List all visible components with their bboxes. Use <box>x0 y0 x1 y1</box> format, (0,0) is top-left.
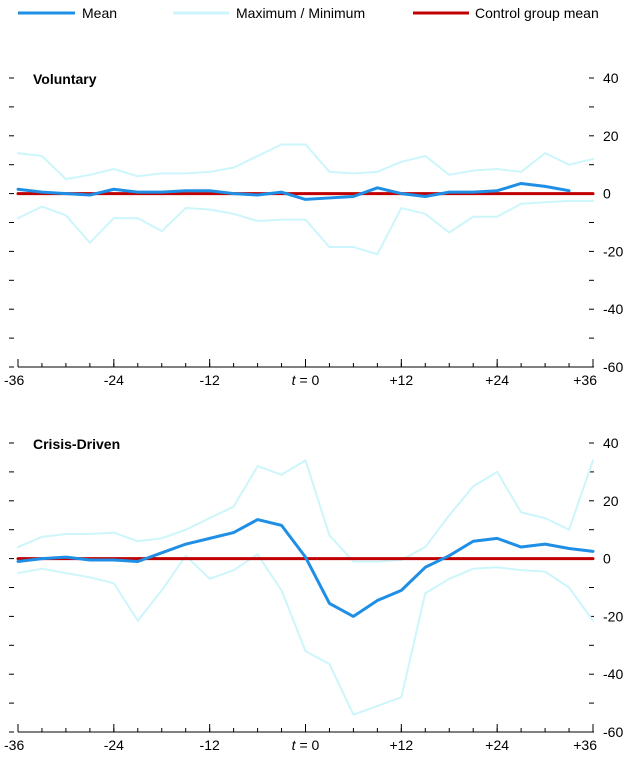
legend: Mean Maximum / Minimum Control group mean <box>18 5 599 21</box>
series-line-mean <box>16 181 571 201</box>
series-line-maximum <box>17 143 594 181</box>
panel-voluntary: Voluntary 40 20 0 -20 -40 -60 -36 -24 -12 t = 0 +12… <box>4 70 623 388</box>
y-tick-label: -60 <box>603 359 623 375</box>
x-tick-label: t = 0 <box>292 372 320 388</box>
x-tick-label: -12 <box>200 372 220 388</box>
y-tick-label: 40 <box>603 70 619 86</box>
series-line-minimum <box>17 199 594 256</box>
legend-label: Maximum / Minimum <box>236 5 365 21</box>
y-tick-label: -40 <box>603 301 623 317</box>
series-line-minimum <box>17 553 594 716</box>
series-line-mean <box>16 518 595 618</box>
x-tick-label: -36 <box>4 372 24 388</box>
x-tick-label: -12 <box>200 737 220 753</box>
legend-item-control-group-mean: Control group mean <box>413 5 599 21</box>
panel-crisis-driven: Crisis-Driven 40 20 0 -20 -40 -60 -36 -24 -12 t = … <box>4 435 623 753</box>
x-tick-label: +36 <box>573 372 597 388</box>
panel-title: Voluntary <box>33 71 97 87</box>
legend-label: Control group mean <box>475 5 599 21</box>
legend-label: Mean <box>82 5 117 21</box>
y-tick-label: 0 <box>603 186 611 202</box>
y-tick-label: -20 <box>603 608 623 624</box>
y-tick-label: -40 <box>603 666 623 682</box>
legend-item-mean: Mean <box>18 5 117 21</box>
x-tick-label: -24 <box>104 372 124 388</box>
panel-title: Crisis-Driven <box>33 436 120 452</box>
y-tick-label: 40 <box>603 435 619 451</box>
series-line-maximum <box>17 459 594 563</box>
x-tick-label: +24 <box>485 372 509 388</box>
legend-item-maximum-minimum: Maximum / Minimum <box>173 5 365 21</box>
x-tick-label: +12 <box>389 737 413 753</box>
y-tick-label: 20 <box>603 493 619 509</box>
y-tick-label: -20 <box>603 243 623 259</box>
x-tick-label: t = 0 <box>292 737 320 753</box>
y-tick-label: 20 <box>603 128 619 144</box>
y-tick-label: -60 <box>603 724 623 740</box>
y-tick-label: 0 <box>603 551 611 567</box>
x-tick-label: -36 <box>4 737 24 753</box>
x-tick-label: -24 <box>104 737 124 753</box>
x-tick-label: +36 <box>573 737 597 753</box>
x-tick-label: +12 <box>389 372 413 388</box>
x-tick-label: +24 <box>485 737 509 753</box>
